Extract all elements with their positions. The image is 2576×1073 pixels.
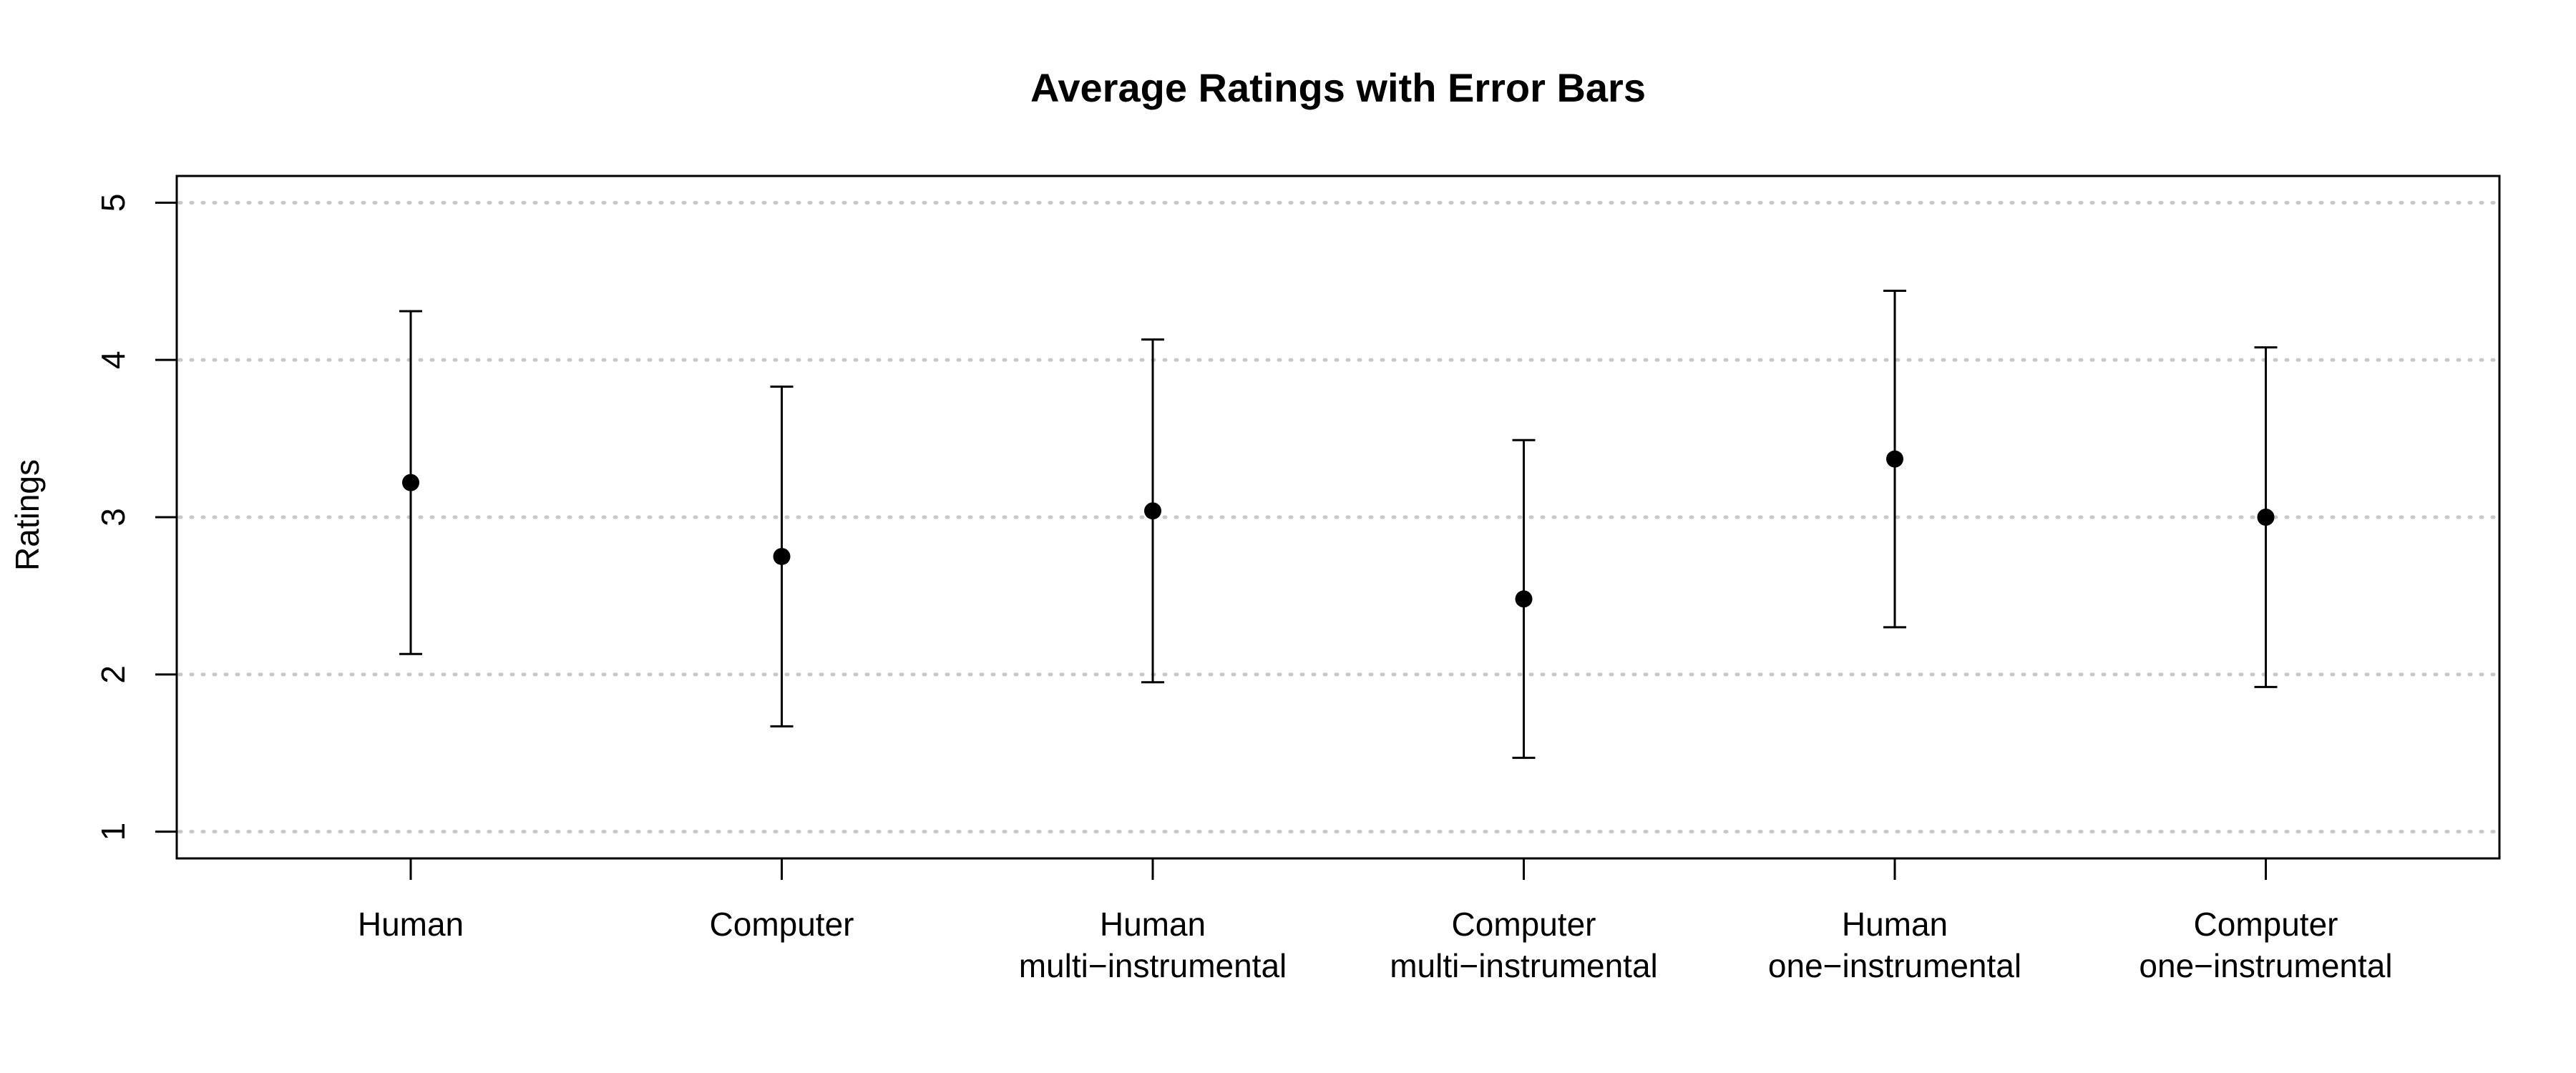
x-tick-label: Human [358, 906, 464, 943]
grid [177, 200, 2499, 834]
x-tick-label: multi−instrumental [1019, 947, 1287, 984]
mean-point [773, 547, 791, 565]
y-tick-label: 1 [94, 823, 132, 841]
y-tick-label: 4 [94, 351, 132, 369]
x-tick-label: Human [1842, 906, 1948, 943]
x-tick-label: multi−instrumental [1390, 947, 1658, 984]
mean-point [402, 474, 419, 491]
mean-point [1886, 450, 1903, 468]
y-tick-label: 5 [94, 194, 132, 212]
x-tick-label: Computer [2194, 906, 2338, 943]
x-tick-label: Computer [710, 906, 854, 943]
x-axis: Human Computer Human multi−instrumental Comp… [358, 858, 2393, 984]
y-axis-label: Ratings [9, 459, 46, 571]
mean-point [2257, 509, 2275, 526]
x-tick-label: Computer [1452, 906, 1596, 943]
mean-point [1144, 502, 1161, 520]
x-tick-label: Human [1100, 906, 1206, 943]
y-tick-label: 2 [94, 665, 132, 684]
chart-title: Average Ratings with Error Bars [1030, 65, 1646, 110]
y-tick-label: 3 [94, 508, 132, 526]
data-marks [399, 289, 2278, 759]
x-tick-label: one−instrumental [2139, 947, 2392, 984]
y-axis: 1 2 3 4 5 [94, 194, 177, 841]
x-tick-label: one−instrumental [1768, 947, 2021, 984]
mean-point [1515, 590, 1533, 608]
